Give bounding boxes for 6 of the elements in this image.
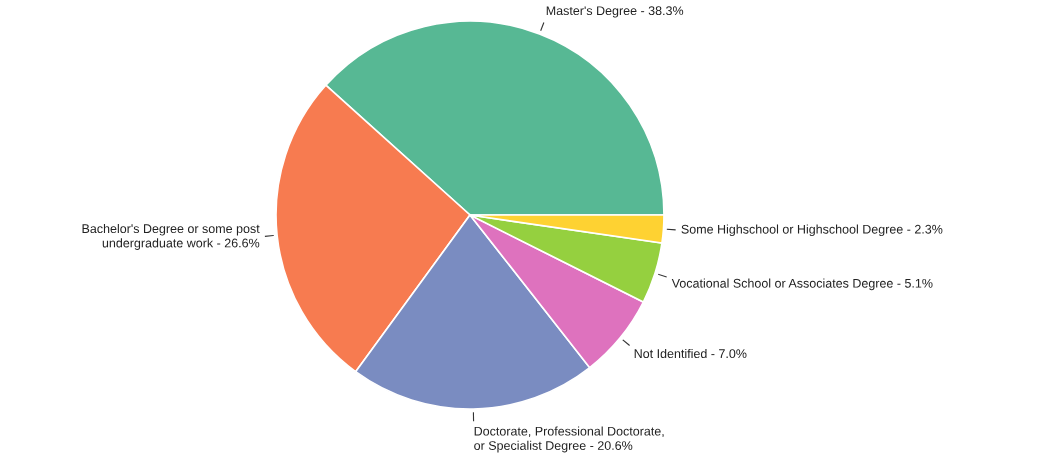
- slice-label: Bachelor's Degree or some post undergraduate work - 26.6%: [82, 223, 260, 250]
- slice-label: Not Identified - 7.0%: [634, 348, 747, 359]
- slice-label: Some Highschool or Highschool Degree - 2.3%: [681, 224, 943, 237]
- slice-label: Doctorate, Professional Doctorate, or Specialist Degree - 20.6%: [474, 426, 664, 453]
- slice-label: Vocational School or Associates Degree - 5.1%: [671, 278, 933, 291]
- slice-label: Master's Degree - 38.3%: [546, 6, 684, 18]
